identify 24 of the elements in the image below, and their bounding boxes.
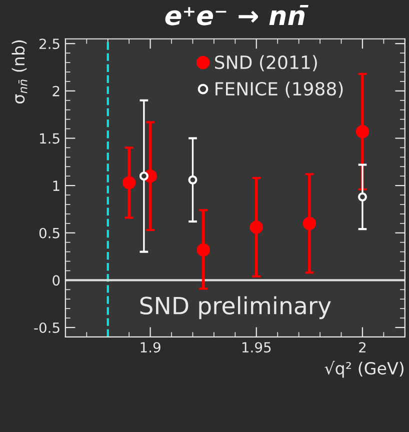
point xyxy=(358,192,367,202)
y-tick-label: 2 xyxy=(52,86,60,96)
y-tick-label: -0.5 xyxy=(34,322,60,333)
point xyxy=(188,175,198,184)
y-axis-title: σ$_{nn̄}$ (nb) xyxy=(12,40,28,104)
chart-title: e⁺e⁻ → nn̄ xyxy=(165,4,308,26)
y-tick-label: 0 xyxy=(52,275,60,286)
y-tick-label: 0.5 xyxy=(39,228,60,238)
point xyxy=(196,243,210,256)
point xyxy=(250,220,263,234)
legend-label: SND (2011) xyxy=(215,55,317,72)
point xyxy=(122,176,136,190)
annotation: SND preliminary xyxy=(140,296,331,320)
point xyxy=(356,125,370,138)
point xyxy=(302,216,316,230)
x-tick-label: 2 xyxy=(359,342,366,352)
legend-label: FENICE (1988) xyxy=(216,82,343,98)
x-tick-label: 1.9 xyxy=(140,342,160,353)
x-tick-label: 1.95 xyxy=(242,342,271,353)
y-tick-label: 1 xyxy=(53,180,60,191)
x-axis-title: √q² (GeV) xyxy=(324,360,404,378)
y-tick-label: 2.5 xyxy=(40,38,60,50)
y-tick-label: 1.5 xyxy=(40,133,60,144)
point xyxy=(139,172,148,181)
